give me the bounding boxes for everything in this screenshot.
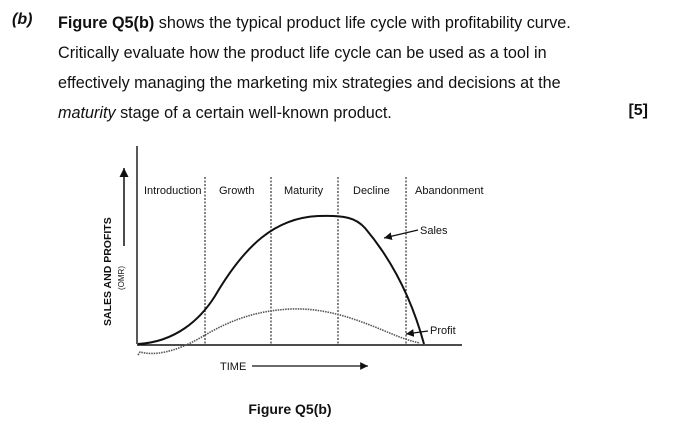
y-axis-unit: (OMR) — [117, 266, 126, 290]
question-line-1: shows the typical product life cycle wit… — [154, 14, 571, 32]
x-axis-label: TIME — [220, 361, 246, 373]
sales-curve — [137, 214, 425, 345]
marks-indicator: [5] — [628, 102, 648, 119]
profit-label: Profit — [430, 325, 456, 337]
stage-label-abandonment: Abandonment — [415, 185, 484, 197]
stage-label-maturity: Maturity — [284, 185, 324, 197]
figure-caption: Figure Q5(b) — [248, 401, 332, 417]
stage-label-growth: Growth — [219, 185, 254, 197]
profit-pointer — [405, 329, 429, 337]
maturity-emphasis: maturity — [58, 104, 116, 122]
question-label: (b) — [12, 11, 33, 28]
profit-curve — [137, 308, 421, 356]
stage-label-introduction: Introduction — [144, 185, 201, 197]
question-text: Figure Q5(b) shows the typical product l… — [58, 8, 618, 128]
sales-pointer — [383, 229, 419, 241]
figure-reference: Figure Q5(b) — [58, 14, 155, 32]
stage-label-decline: Decline — [353, 185, 390, 197]
y-axis-title: SALES AND PROFITS — [102, 217, 114, 326]
sales-label: Sales — [420, 225, 448, 237]
question-line-4: stage of a certain well-known product. — [115, 104, 392, 122]
question-line-2: Critically evaluate how the product life… — [58, 44, 547, 62]
question-line-3: effectively managing the marketing mix s… — [58, 74, 561, 92]
